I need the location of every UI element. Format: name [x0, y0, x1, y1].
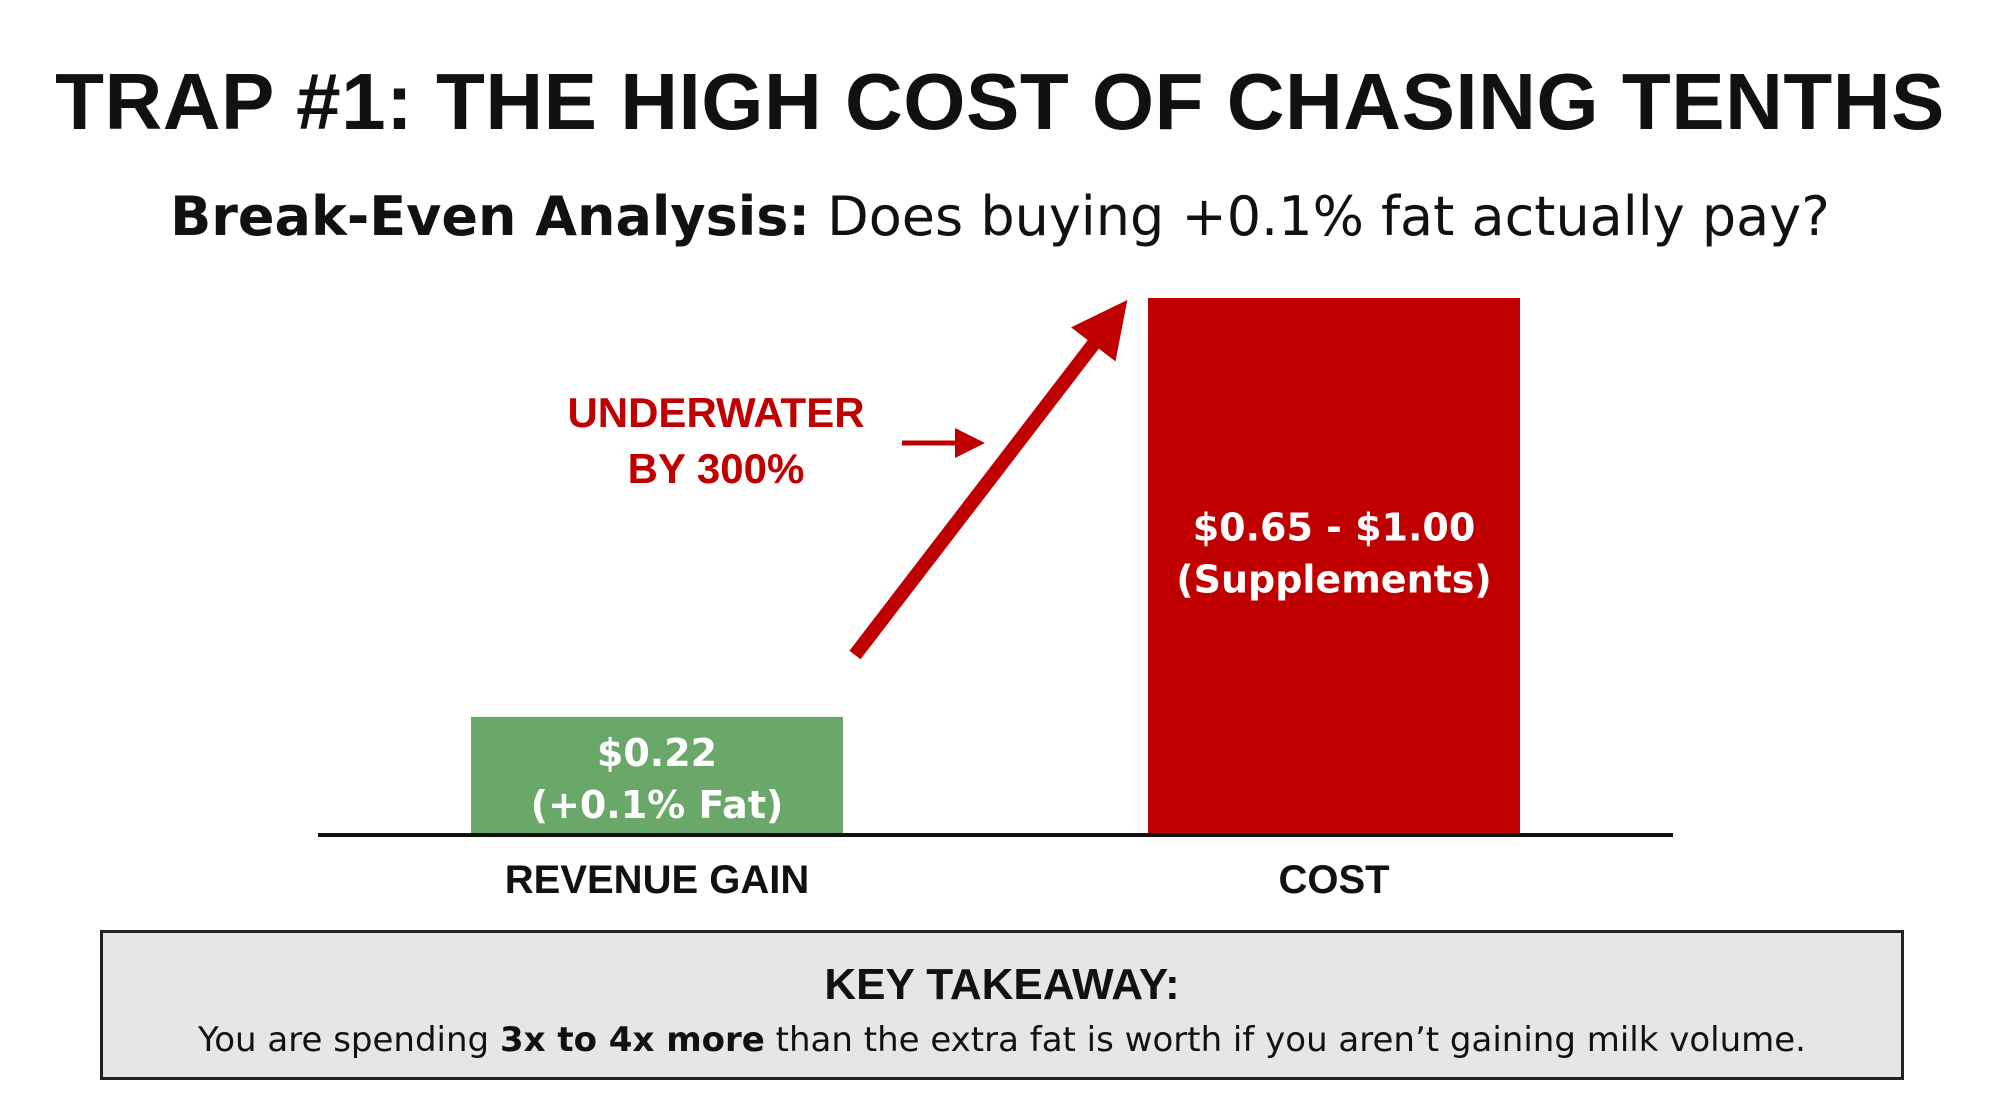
takeaway-text-bold: 3x to 4x more: [499, 1020, 765, 1060]
key-takeaway-text: You are spending 3x to 4x more than the …: [103, 1023, 1901, 1057]
bar-revenue-gain-note: (+0.1% Fat): [531, 783, 784, 827]
takeaway-text-start: You are spending: [198, 1020, 500, 1060]
break-even-chart: $0.22 (+0.1% Fat) $0.65 - $1.00 (Supplem…: [318, 298, 1673, 902]
bar-cost-value: $0.65 - $1.00: [1193, 505, 1476, 549]
bar-revenue-gain-value: $0.22: [597, 731, 717, 775]
chart-subtitle: Break-Even Analysis: Does buying +0.1% f…: [0, 190, 2000, 244]
page-title: TRAP #1: THE HIGH COST OF CHASING TENTHS: [55, 57, 1945, 146]
annotation-line-1: UNDERWATER: [567, 389, 864, 436]
category-label-cost: COST: [1278, 858, 1389, 902]
takeaway-text-end: than the extra fat is worth if you aren’…: [764, 1020, 1806, 1060]
category-label-revenue-gain: REVENUE GAIN: [505, 858, 810, 902]
trend-arrow: [849, 300, 1128, 660]
bar-cost-note: (Supplements): [1176, 557, 1492, 601]
bar-revenue-gain: [471, 716, 843, 835]
key-takeaway-box: KEY TAKEAWAY: You are spending 3x to 4x …: [100, 930, 1904, 1080]
key-takeaway-title: KEY TAKEAWAY:: [824, 960, 1180, 1009]
bar-cost: [1148, 298, 1520, 835]
annotation-line-2: BY 300%: [628, 445, 805, 492]
subtitle-bold: Break-Even Analysis:: [170, 185, 811, 248]
subtitle-rest: Does buying +0.1% fat actually pay?: [810, 185, 1830, 248]
